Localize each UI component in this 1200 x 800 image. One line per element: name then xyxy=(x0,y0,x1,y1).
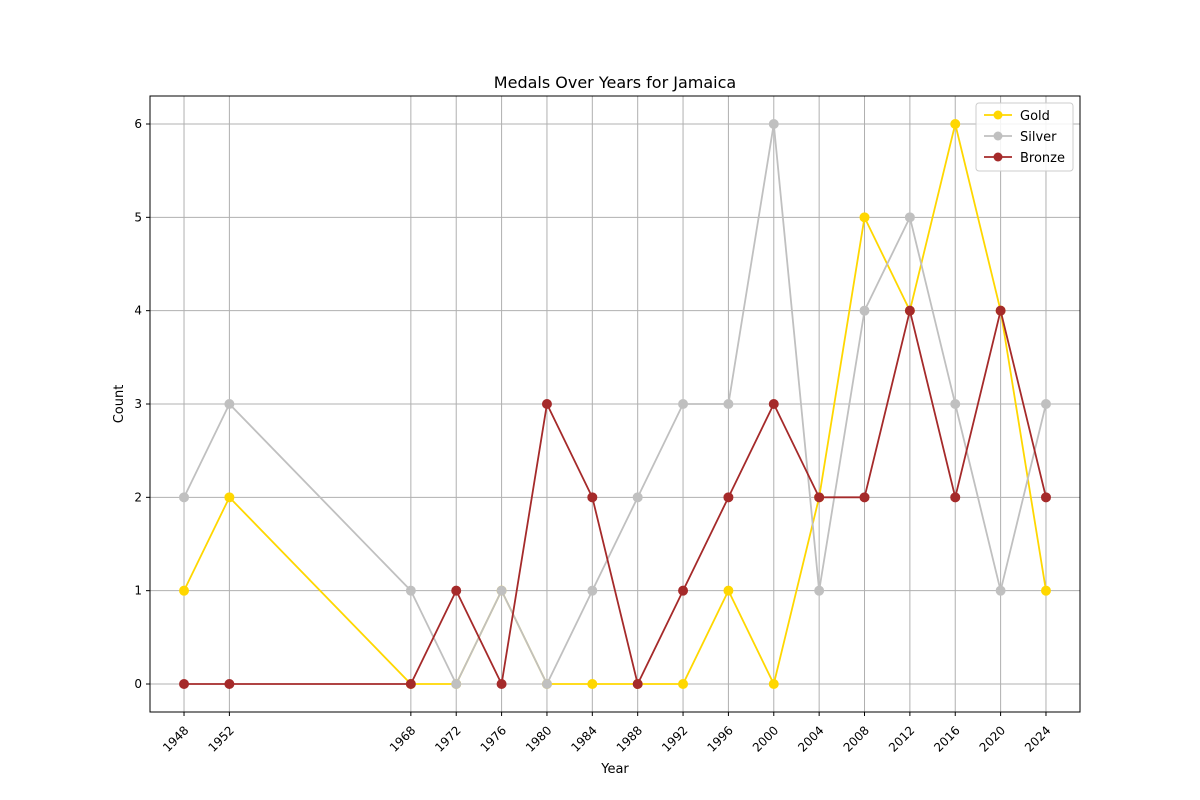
bronze-point xyxy=(405,679,416,689)
legend-swatch-marker xyxy=(993,131,1003,141)
bronze-point xyxy=(1040,492,1051,503)
gold-point xyxy=(1040,585,1051,596)
silver-point xyxy=(405,585,416,596)
silver-point xyxy=(224,399,235,409)
y-tick-label: 2 xyxy=(134,490,142,504)
silver-point xyxy=(541,679,552,689)
bronze-point xyxy=(541,399,552,409)
silver-point xyxy=(678,399,689,409)
legend-item-silver: Silver xyxy=(984,130,1057,145)
bronze-point xyxy=(859,492,870,503)
legend-label: Silver xyxy=(1020,130,1057,145)
gold-point xyxy=(768,679,779,689)
gold-point xyxy=(723,585,734,596)
gold-point xyxy=(224,492,235,503)
legend-item-bronze: Bronze xyxy=(984,151,1065,166)
bronze-point xyxy=(768,399,779,409)
silver-point xyxy=(723,399,734,409)
silver-point xyxy=(496,585,507,596)
bronze-point xyxy=(904,305,915,316)
y-tick-label: 1 xyxy=(134,584,142,598)
legend-swatch-marker xyxy=(993,110,1003,120)
legend-label: Bronze xyxy=(1020,151,1065,166)
silver-point xyxy=(632,492,643,503)
bronze-point xyxy=(723,492,734,503)
y-tick-label: 0 xyxy=(134,677,142,691)
bronze-point xyxy=(814,492,825,503)
silver-point xyxy=(950,399,961,409)
series-silver xyxy=(179,119,1051,689)
legend-label: Gold xyxy=(1020,109,1050,124)
legend-item-gold: Gold xyxy=(984,109,1050,124)
silver-point xyxy=(451,679,462,689)
gold-point xyxy=(587,679,598,689)
gold-point xyxy=(179,585,190,596)
silver-point xyxy=(995,585,1006,596)
silver-point xyxy=(587,585,598,596)
series-bronze xyxy=(179,305,1051,689)
silver-point xyxy=(904,212,915,223)
bronze-point xyxy=(587,492,598,503)
bronze-point xyxy=(678,585,689,596)
y-axis-label: Count xyxy=(112,385,127,424)
bronze-point xyxy=(179,679,190,689)
chart-title: Medals Over Years for Jamaica xyxy=(494,73,736,92)
y-tick-label: 3 xyxy=(134,397,142,411)
silver-point xyxy=(768,119,779,129)
x-axis-label: Year xyxy=(600,762,629,777)
gold-point xyxy=(859,212,870,223)
bronze-point xyxy=(950,492,961,503)
gold-point xyxy=(678,679,689,689)
silver-point xyxy=(814,585,825,596)
y-tick-label: 6 xyxy=(134,117,142,131)
series-layer xyxy=(179,119,1051,689)
y-tick-label: 5 xyxy=(134,210,142,224)
legend: Gold Silver Bronze xyxy=(975,102,1074,172)
bronze-point xyxy=(224,679,235,689)
legend-swatch-marker xyxy=(993,152,1003,162)
y-tick-label: 4 xyxy=(134,304,142,318)
bronze-point xyxy=(496,679,507,689)
silver-point xyxy=(859,305,870,316)
gold-point xyxy=(950,119,961,129)
bronze-point xyxy=(995,305,1006,316)
silver-point xyxy=(1040,399,1051,409)
silver-point xyxy=(179,492,190,503)
bronze-point xyxy=(451,585,462,596)
bronze-point xyxy=(632,679,643,689)
